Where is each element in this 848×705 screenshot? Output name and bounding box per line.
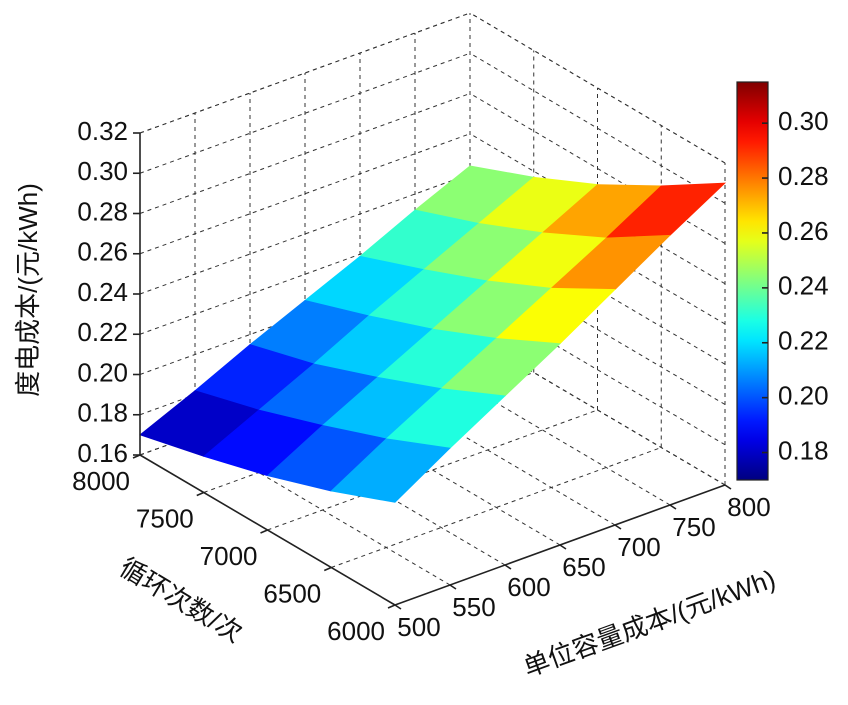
grid-line — [331, 447, 662, 568]
z-tick-label: 0.32 — [77, 116, 128, 146]
y-tick-label: 6500 — [263, 578, 321, 608]
x-tick-label: 500 — [397, 612, 440, 642]
z-tick-label: 0.30 — [77, 156, 128, 186]
colorbar-tick-label: 0.30 — [778, 106, 829, 136]
z-tick-label: 0.16 — [77, 438, 128, 468]
x-tick-label: 550 — [452, 592, 495, 622]
grid-line — [267, 409, 598, 531]
x-axis-label: 单位容量成本/(元/kWh) — [519, 563, 779, 682]
z-axis-label: 度电成本/(元/kWh) — [13, 183, 43, 397]
grid-line — [469, 52, 726, 204]
x-tick — [394, 604, 402, 610]
x-tick-label: 600 — [507, 572, 550, 602]
y-tick-label: 7500 — [136, 503, 194, 533]
colorbar-tick-label: 0.28 — [778, 161, 829, 191]
colorbar-tick-label: 0.20 — [778, 381, 829, 411]
grid-line — [469, 294, 726, 446]
y-tick-label: 8000 — [72, 466, 130, 496]
x-tick-label: 750 — [672, 512, 715, 542]
grid-line — [139, 213, 471, 335]
x-tick — [449, 584, 457, 590]
colorbar-tick-label: 0.18 — [778, 435, 829, 465]
grid-line — [414, 354, 671, 506]
grid-line — [139, 133, 471, 255]
x-tick-label: 800 — [727, 492, 770, 522]
y-tick-label: 6000 — [327, 616, 385, 646]
colorbar-tick-label: 0.26 — [778, 216, 829, 246]
grid-line — [304, 394, 561, 546]
y-tick — [260, 529, 268, 534]
x-tick — [559, 544, 567, 550]
x-tick — [669, 504, 677, 510]
z-tick-label: 0.18 — [77, 398, 128, 428]
axes: 500 550 600 650 700 750 800 6000650070007500800… — [72, 116, 771, 646]
grid-line — [469, 12, 726, 164]
surface — [139, 165, 727, 503]
z-tick-label: 0.22 — [77, 317, 128, 347]
x-tick-label: 650 — [562, 552, 605, 582]
grid-line — [139, 12, 471, 134]
x-tick — [614, 524, 622, 530]
colorbar — [736, 81, 769, 481]
x-tick-label: 700 — [617, 532, 660, 562]
grid-line — [139, 93, 471, 214]
grid-line — [139, 254, 471, 375]
surface-face — [330, 438, 451, 503]
grid-line — [139, 173, 471, 295]
y-tick-label: 7000 — [200, 541, 258, 571]
x-tick — [504, 564, 512, 570]
grid-line — [469, 334, 726, 486]
x-tick — [724, 484, 732, 490]
z-tick-label: 0.24 — [77, 277, 128, 307]
z-tick-label: 0.28 — [77, 196, 128, 226]
y-tick — [196, 491, 205, 497]
y-tick — [323, 566, 332, 572]
y-tick — [387, 604, 396, 609]
grid-line — [139, 52, 471, 174]
colorbar-tick-label: 0.24 — [778, 271, 829, 301]
colorbar-tick-label: 0.22 — [778, 326, 829, 356]
z-tick-label: 0.20 — [77, 357, 128, 387]
grid-line — [469, 254, 726, 405]
z-tick-label: 0.26 — [77, 237, 128, 267]
